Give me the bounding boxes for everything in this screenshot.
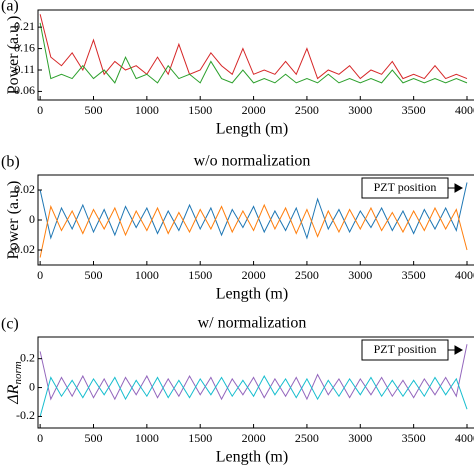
x-axis-label: Length (m) bbox=[216, 121, 288, 138]
x-tick-label: 3000 bbox=[348, 431, 372, 445]
y-tick-label: 0 bbox=[29, 212, 35, 226]
panel-title: w/o normalization bbox=[194, 153, 311, 170]
x-axis-label: Length (m) bbox=[216, 449, 288, 466]
x-tick-label: 0 bbox=[37, 431, 43, 445]
annotation: PZT position bbox=[374, 342, 437, 356]
x-tick-label: 4000 bbox=[455, 103, 474, 117]
x-tick-label: 3500 bbox=[402, 268, 426, 282]
x-tick-label: 1000 bbox=[135, 103, 159, 117]
trace bbox=[39, 344, 468, 401]
y-tick-label: 0.06 bbox=[14, 83, 35, 97]
x-tick-label: 1500 bbox=[188, 103, 212, 117]
trace bbox=[39, 22, 468, 84]
x-tick-label: 3500 bbox=[402, 103, 426, 117]
x-tick-label: 3000 bbox=[348, 268, 372, 282]
annotation-arrow bbox=[448, 183, 464, 193]
x-tick-label: 2000 bbox=[242, 103, 266, 117]
trace bbox=[39, 374, 468, 417]
y-tick-label: -0.02 bbox=[10, 242, 35, 256]
trace bbox=[39, 203, 468, 258]
y-axis-label-main: Power (a.u.) bbox=[5, 181, 22, 260]
x-tick-label: 1000 bbox=[135, 268, 159, 282]
y-axis-label-sub: norm bbox=[12, 361, 24, 384]
x-tick-label: 4000 bbox=[455, 268, 474, 282]
y-tick-label: -0.2 bbox=[16, 408, 35, 422]
x-tick-label: 500 bbox=[84, 431, 102, 445]
x-tick-label: 4000 bbox=[455, 431, 474, 445]
annotation-arrow bbox=[448, 345, 464, 355]
x-tick-label: 1000 bbox=[135, 431, 159, 445]
trace bbox=[39, 14, 468, 80]
x-tick-label: 2000 bbox=[242, 431, 266, 445]
x-tick-label: 0 bbox=[37, 103, 43, 117]
y-tick-label: 0.2 bbox=[20, 350, 35, 364]
x-tick-label: 1500 bbox=[188, 268, 212, 282]
x-tick-label: 2500 bbox=[295, 268, 319, 282]
x-tick-label: 0 bbox=[37, 268, 43, 282]
x-axis-label: Length (m) bbox=[216, 286, 288, 303]
y-tick-label: 0.16 bbox=[14, 40, 35, 54]
x-tick-label: 1500 bbox=[188, 431, 212, 445]
y-tick-label: 0 bbox=[29, 379, 35, 393]
annotation: PZT position bbox=[374, 180, 437, 194]
x-tick-label: 500 bbox=[84, 103, 102, 117]
panel-title: w/ normalization bbox=[198, 315, 307, 332]
x-tick-label: 2500 bbox=[295, 431, 319, 445]
x-tick-label: 2000 bbox=[242, 268, 266, 282]
y-tick-label: 0.02 bbox=[14, 182, 35, 196]
x-tick-label: 3500 bbox=[402, 431, 426, 445]
y-axis-label: Power (a.u.) bbox=[5, 16, 22, 95]
panel-label: (c) bbox=[1, 316, 19, 333]
y-axis-label-main: ΔR bbox=[5, 384, 22, 404]
y-tick-label: 0.21 bbox=[14, 19, 35, 33]
x-tick-label: 500 bbox=[84, 268, 102, 282]
trace bbox=[39, 182, 468, 240]
y-axis-label: Power (a.u.) bbox=[5, 181, 22, 260]
x-tick-label: 3000 bbox=[348, 103, 372, 117]
y-axis-label-main: Power (a.u.) bbox=[5, 16, 22, 95]
plot-frame bbox=[37, 9, 474, 101]
panel-label: (a) bbox=[1, 0, 19, 15]
plot-frame bbox=[37, 336, 474, 429]
panel-label: (b) bbox=[1, 154, 20, 171]
x-tick-label: 2500 bbox=[295, 103, 319, 117]
y-tick-label: 0.11 bbox=[14, 62, 35, 76]
y-axis-label: ΔRnorm bbox=[5, 361, 24, 404]
